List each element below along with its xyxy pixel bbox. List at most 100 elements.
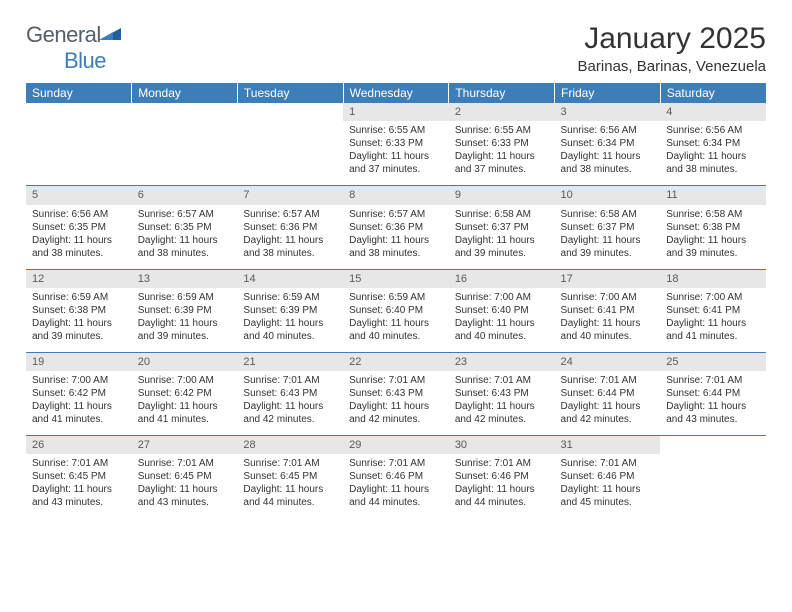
day-content: Sunrise: 7:00 AMSunset: 6:42 PMDaylight:… [26,371,132,435]
sunset-line: Sunset: 6:43 PM [243,387,337,400]
day-content: Sunrise: 7:00 AMSunset: 6:42 PMDaylight:… [132,371,238,435]
day-content: Sunrise: 7:00 AMSunset: 6:40 PMDaylight:… [449,288,555,352]
day-header-row: SundayMondayTuesdayWednesdayThursdayFrid… [26,83,766,103]
sunrise-line: Sunrise: 6:58 AM [455,208,549,221]
sunrise-line: Sunrise: 7:01 AM [243,457,337,470]
sunrise-line: Sunrise: 7:01 AM [32,457,126,470]
sunrise-line: Sunrise: 6:55 AM [455,124,549,137]
day-number: 24 [555,353,661,371]
day-content-empty [237,121,343,185]
calendar-week-row: 12Sunrise: 6:59 AMSunset: 6:38 PMDayligh… [26,269,766,352]
daylight-line: Daylight: 11 hours and 43 minutes. [138,483,232,509]
daylight-line: Daylight: 11 hours and 38 minutes. [32,234,126,260]
daylight-line: Daylight: 11 hours and 39 minutes. [666,234,760,260]
calendar-day-cell: 18Sunrise: 7:00 AMSunset: 6:41 PMDayligh… [660,269,766,352]
day-content: Sunrise: 6:59 AMSunset: 6:39 PMDaylight:… [132,288,238,352]
day-number: 3 [555,103,661,121]
sunrise-line: Sunrise: 7:01 AM [455,457,549,470]
day-content: Sunrise: 6:55 AMSunset: 6:33 PMDaylight:… [343,121,449,185]
sunrise-line: Sunrise: 6:58 AM [561,208,655,221]
calendar-day-cell: 27Sunrise: 7:01 AMSunset: 6:45 PMDayligh… [132,436,238,519]
calendar-day-cell: 12Sunrise: 6:59 AMSunset: 6:38 PMDayligh… [26,269,132,352]
calendar-day-cell: 11 Sunrise: 6:58 AMSunset: 6:38 PMDayligh… [660,186,766,269]
daylight-line: Daylight: 11 hours and 38 minutes. [243,234,337,260]
calendar-day-cell: 28Sunrise: 7:01 AMSunset: 6:45 PMDayligh… [237,436,343,519]
day-number: 28 [237,436,343,454]
day-header: Thursday [449,83,555,103]
daylight-line: Daylight: 11 hours and 38 minutes. [349,234,443,260]
calendar-day-cell: 13Sunrise: 6:59 AMSunset: 6:39 PMDayligh… [132,269,238,352]
sunrise-line: Sunrise: 6:59 AM [349,291,443,304]
page-header: GeneralBlue January 2025 Barinas, Barina… [26,22,766,75]
calendar-day-cell: 6Sunrise: 6:57 AMSunset: 6:35 PMDaylight… [132,186,238,269]
sunrise-line: Sunrise: 7:01 AM [138,457,232,470]
sunrise-line: Sunrise: 6:58 AM [666,208,760,221]
sunset-line: Sunset: 6:33 PM [455,137,549,150]
logo-text: GeneralBlue [26,22,121,74]
daylight-line: Daylight: 11 hours and 42 minutes. [561,400,655,426]
daylight-line: Daylight: 11 hours and 40 minutes. [243,317,337,343]
daylight-line: Daylight: 11 hours and 43 minutes. [666,400,760,426]
calendar-day-cell: 24Sunrise: 7:01 AMSunset: 6:44 PMDayligh… [555,352,661,435]
sunset-line: Sunset: 6:34 PM [666,137,760,150]
day-content: Sunrise: 7:01 AMSunset: 6:46 PMDaylight:… [449,454,555,518]
sunrise-line: Sunrise: 6:59 AM [138,291,232,304]
sunrise-line: Sunrise: 7:01 AM [349,374,443,387]
calendar-day-cell: 9Sunrise: 6:58 AMSunset: 6:37 PMDaylight… [449,186,555,269]
day-number: 10 [555,186,661,204]
day-number: 13 [132,270,238,288]
calendar-week-row: 5Sunrise: 6:56 AMSunset: 6:35 PMDaylight… [26,186,766,269]
daylight-line: Daylight: 11 hours and 39 minutes. [561,234,655,260]
logo-text-blue: Blue [64,48,106,73]
sunrise-line: Sunrise: 7:01 AM [455,374,549,387]
day-header: Sunday [26,83,132,103]
day-number: 18 [660,270,766,288]
sunset-line: Sunset: 6:34 PM [561,137,655,150]
sunset-line: Sunset: 6:46 PM [455,470,549,483]
sunrise-line: Sunrise: 7:01 AM [561,457,655,470]
calendar-day-cell: 31Sunrise: 7:01 AMSunset: 6:46 PMDayligh… [555,436,661,519]
day-content-empty [132,121,238,185]
sunset-line: Sunset: 6:38 PM [666,221,760,234]
sunset-line: Sunset: 6:40 PM [455,304,549,317]
calendar-day-cell: 14Sunrise: 6:59 AMSunset: 6:39 PMDayligh… [237,269,343,352]
daylight-line: Daylight: 11 hours and 39 minutes. [455,234,549,260]
day-content-empty [26,121,132,185]
day-content: Sunrise: 7:01 AMSunset: 6:44 PMDaylight:… [660,371,766,435]
day-content: Sunrise: 7:01 AMSunset: 6:45 PMDaylight:… [237,454,343,518]
day-number: 11 [660,186,766,204]
logo-triangle-icon [99,22,121,48]
day-number: 4 [660,103,766,121]
sunset-line: Sunset: 6:43 PM [349,387,443,400]
daylight-line: Daylight: 11 hours and 42 minutes. [455,400,549,426]
day-content: Sunrise: 7:01 AMSunset: 6:43 PMDaylight:… [343,371,449,435]
day-content: Sunrise: 6:59 AMSunset: 6:40 PMDaylight:… [343,288,449,352]
sunset-line: Sunset: 6:36 PM [243,221,337,234]
calendar-day-cell [132,103,238,186]
sunrise-line: Sunrise: 7:00 AM [561,291,655,304]
day-number-empty [660,436,766,454]
sunset-line: Sunset: 6:44 PM [666,387,760,400]
day-number: 21 [237,353,343,371]
sunrise-line: Sunrise: 6:59 AM [32,291,126,304]
daylight-line: Daylight: 11 hours and 38 minutes. [561,150,655,176]
sunset-line: Sunset: 6:41 PM [561,304,655,317]
day-content: Sunrise: 6:57 AMSunset: 6:36 PMDaylight:… [343,205,449,269]
calendar-day-cell: 29Sunrise: 7:01 AMSunset: 6:46 PMDayligh… [343,436,449,519]
day-number-empty [26,103,132,121]
day-content: Sunrise: 6:56 AMSunset: 6:34 PMDaylight:… [555,121,661,185]
day-content: Sunrise: 6:56 AMSunset: 6:34 PMDaylight:… [660,121,766,185]
day-number: 22 [343,353,449,371]
day-number: 2 [449,103,555,121]
daylight-line: Daylight: 11 hours and 42 minutes. [349,400,443,426]
title-block: January 2025 Barinas, Barinas, Venezuela [578,22,766,75]
daylight-line: Daylight: 11 hours and 40 minutes. [349,317,443,343]
daylight-line: Daylight: 11 hours and 38 minutes. [138,234,232,260]
sunset-line: Sunset: 6:35 PM [138,221,232,234]
day-number: 31 [555,436,661,454]
calendar-thead: SundayMondayTuesdayWednesdayThursdayFrid… [26,83,766,103]
day-number: 19 [26,353,132,371]
calendar-day-cell [237,103,343,186]
calendar-day-cell: 21Sunrise: 7:01 AMSunset: 6:43 PMDayligh… [237,352,343,435]
daylight-line: Daylight: 11 hours and 41 minutes. [138,400,232,426]
